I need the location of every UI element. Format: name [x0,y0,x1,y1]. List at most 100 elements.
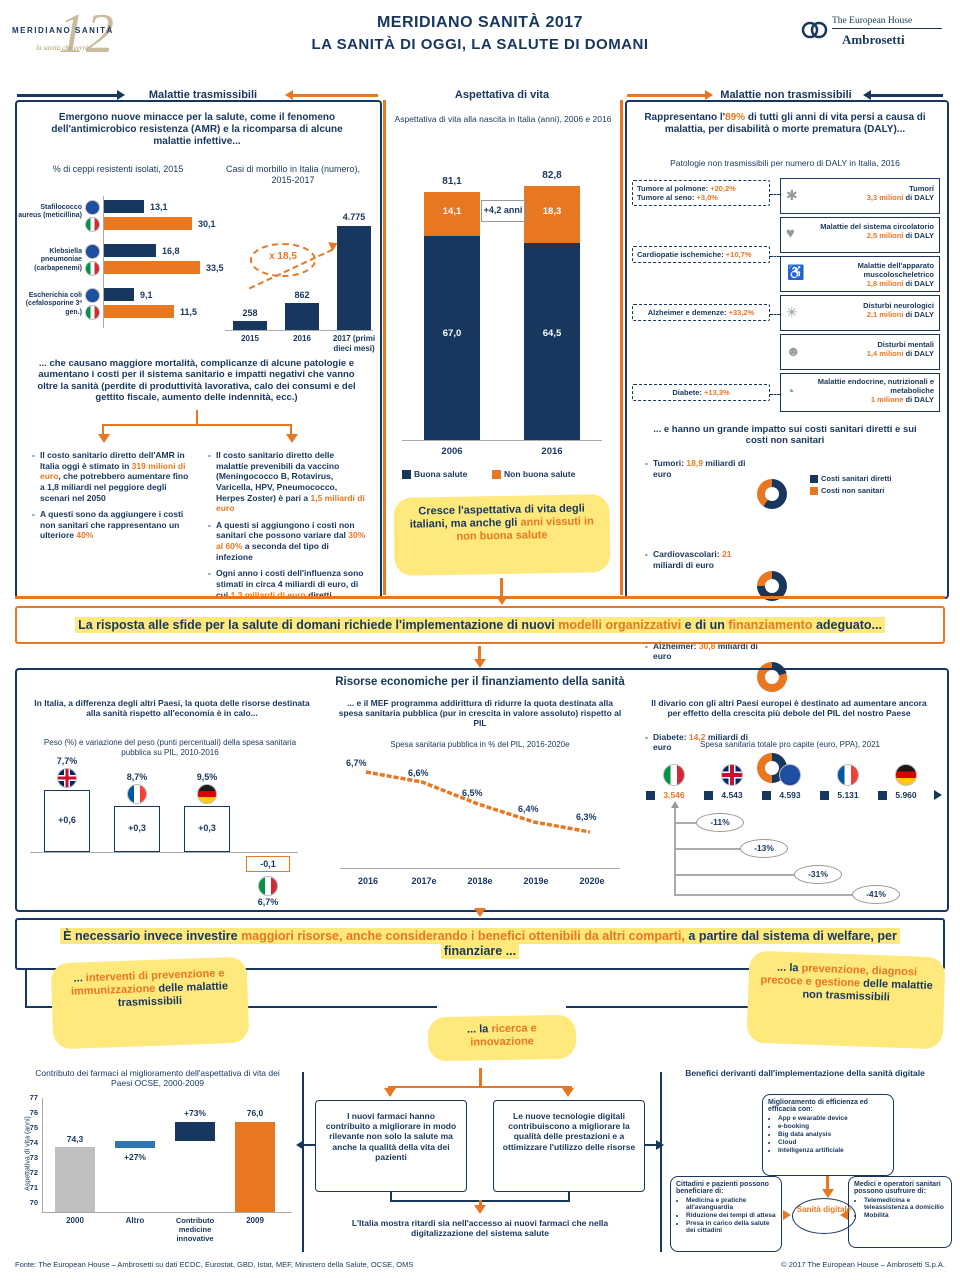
germany-flag-icon [895,764,917,786]
pil-point-label: 6,6% [408,768,429,778]
farmaci-bar-label: 76,0 [246,1108,264,1118]
daly-label: Disturbi neurologici [863,301,934,310]
morbillo-axis [225,330,373,331]
morbillo-value: 862 [294,290,310,300]
mid-left-arrow-icon [296,1140,304,1150]
heart-icon: ♥ [786,225,795,242]
mid-join-down [479,1200,482,1206]
center-down-arrow-icon [496,596,508,605]
daly-unit: di DALY [903,395,934,404]
sanita-digitale-oval: Sanità digitale [792,1198,856,1234]
farmaci-x-label: Altro [125,1216,145,1225]
right-header-arrow-left-icon [863,90,871,100]
col3-value-uk: 4.543 [721,790,743,800]
banner1-down-line [478,646,481,660]
digitale-top-bullet: Cloud [778,1139,888,1146]
morbillo-bar [337,226,371,330]
le-buona-2016-seg [524,243,580,440]
farmaci-chart-title: Contributo dei farmaci al miglioramento … [35,1068,280,1089]
intro-pct: 89% [725,112,746,123]
col3-value-eu: 4.593 [779,790,801,800]
eu-flag-icon [85,288,100,303]
bullet-text: , che potrebbero aumentare fino a 1,8 mi… [40,471,189,503]
pil-point-label: 6,4% [518,804,539,814]
aspettativa-subtitle: Aspettativa di vita alla nascita in Ital… [394,114,612,124]
amr-value-eu: 16,8 [162,246,180,256]
bottom-divider-left [302,1072,304,1252]
farmaci-bar-label: +73% [184,1108,206,1118]
col3-gap-bubble: -31% [794,865,842,884]
morbillo-multiplier-bubble: x 18,5 [250,243,316,277]
growth-label: Cardiopatie ischemiche: [637,250,726,259]
col3-connector-h [674,848,740,850]
costi-unit: miliardi di euro [653,731,748,753]
le-total-2006: 81,1 [442,176,462,187]
bullet-em: 1,3 miliardi di euro [230,589,306,600]
amr-row-label: Stafilococco aureus (meticillina) [18,204,82,220]
bullet-text: a seconda del tipo di infezione [216,541,329,562]
mid-join-v [568,1192,570,1200]
costi-value: 30,8 [698,640,716,651]
daly-label: Tumori [909,184,934,193]
digitale-left-bullet: Presa in carico della salute dei cittadi… [686,1220,776,1234]
le-x-label: 2006 [441,446,463,457]
farmaci-box: I nuovi farmaci hanno contribuito a migl… [315,1100,467,1192]
farmaci-ytick: 72 [29,1168,38,1177]
vaccine-cost-bullets: Il costo sanitario diretto delle malatti… [208,450,368,606]
le-delta-box: +4,2 anni [481,200,525,222]
amr-value-eu: 13,1 [150,202,168,212]
le-buona-2006-val: 67,0 [442,328,462,339]
left-header-line2 [293,94,378,97]
col3-gap-bubble: -11% [696,813,744,832]
costi-legend-swatch-nonsanitari [810,487,818,495]
intro-text: Rappresentano l' [644,112,726,123]
col3-gap-bubble: -13% [740,839,788,858]
italy-flag-icon [258,876,278,896]
daly-box: ◔ Malattie endocrine, nutrizionali e met… [780,373,940,412]
costi-item: Tumori: 18,9 miliardi di euro [645,458,761,479]
morbillo-x-label: 2016 [293,334,311,343]
costi-label: Alzheimer: [653,640,699,651]
daly-value: 1,4 milioni [866,349,904,358]
col1-de-pct: 9,5% [196,772,218,782]
col3-connector-h [674,894,852,896]
mid-split-arrow-icon [384,1088,396,1097]
bubble-text: ... la [776,961,802,975]
col3-value-fr: 5.131 [837,790,859,800]
aspettativa-highlight: Cresce l'aspettativa di vita degli itali… [393,494,611,576]
amr-cost-bullets: Il costo sanitario diretto dell'AMR in I… [32,450,192,547]
col3-connector-h [674,822,696,824]
france-flag-icon [127,784,147,804]
growth-label: Diabete: [672,388,705,397]
farmaci-ytick: 75 [29,1123,38,1132]
col3-up-arrow-icon [671,801,679,808]
daly-unit: di DALY [903,310,934,319]
growth-label: Alzheimer e demenze: [647,308,729,317]
costi-legend-diretti: Costi sanitari diretti [821,474,892,483]
france-flag-icon [837,764,859,786]
costi-legend-swatch-diretti [810,475,818,483]
page-title-line2: LA SANITÀ DI OGGI, LA SALUTE DI DOMANI [311,36,649,53]
italy-flag-icon [85,261,100,276]
farmaci-baseline [42,1212,292,1213]
connector-hline [102,424,292,426]
growth-box-diabete: Diabete: +13,3% [632,384,770,401]
daly-box: ☻ Disturbi mentali 1,4 milioni di DALY [780,334,940,370]
farmaci-bar-innovative [175,1122,215,1141]
bullet-item: A questi si aggiungono i costi non sanit… [208,520,368,563]
col1-fr-delta-box: +0,3 [114,806,160,852]
costi-item: Diabete: 14,2 miliardi di euro [645,732,761,753]
daly-unit: di DALY [903,279,934,288]
costi-item: Alzheimer: 30,8 miliardi di euro [645,641,761,662]
costi-donut-alzheimer [757,661,787,692]
amr-bar-eu [104,200,144,213]
col3-connector-h [674,874,794,876]
digitale-left-box: Cittadini e pazienti possono beneficiare… [670,1176,782,1252]
digitale-top-header: Miglioramento di efficienza ed efficacia… [768,1099,868,1113]
right-header-arrow-right-icon [705,90,713,100]
bubble-prevenzione-trasmissibili: ... interventi di prevenzione e immunizz… [50,956,250,1050]
digitale-arrow-left-icon [783,1210,791,1220]
morbillo-bar [285,303,319,330]
growth-connector [770,194,780,195]
